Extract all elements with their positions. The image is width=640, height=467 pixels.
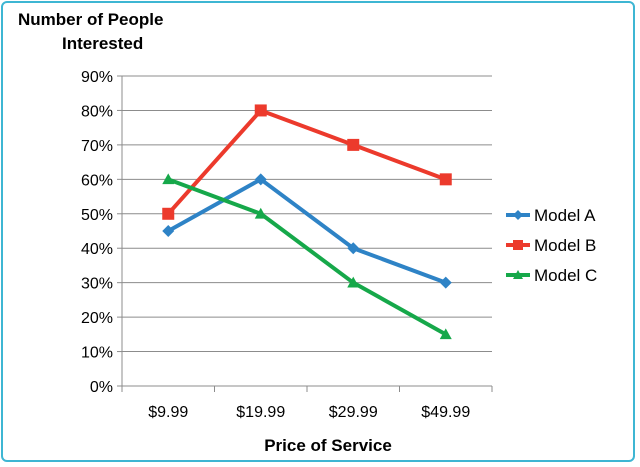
chart-frame [1, 1, 635, 462]
triangle-marker [439, 328, 452, 340]
square-marker [439, 173, 452, 186]
y-axis-ticks: 0% 10% 20% 30% 40% 50% 60% 70% 80% 90% [81, 69, 113, 396]
x-axis-label: Price of Service [264, 436, 392, 455]
square-marker [254, 104, 267, 117]
x-tick-label: $9.99 [148, 404, 188, 421]
legend-item: Model C [506, 266, 597, 285]
series-1 [162, 173, 452, 289]
y-tick-label: 90% [81, 69, 113, 86]
y-tick-label: 10% [81, 345, 113, 362]
x-tick-label: $19.99 [236, 404, 285, 421]
y-tick-label: 40% [81, 241, 113, 258]
square-marker [162, 207, 175, 220]
x-axis-ticks: $9.99 $19.99 $29.99 $49.99 [148, 404, 470, 421]
legend-item: Model A [506, 206, 596, 225]
y-tick-label: 50% [81, 207, 113, 224]
series-group [162, 104, 452, 340]
triangle-marker [347, 276, 360, 288]
gridlines [117, 75, 493, 392]
legend-label: Model B [534, 236, 596, 255]
legend-item: Model B [506, 236, 596, 255]
legend: Model A Model B Model C [506, 206, 597, 285]
x-tick-label: $29.99 [329, 404, 378, 421]
triangle-marker [254, 207, 267, 219]
series-line [167, 177, 447, 337]
diamond-marker [254, 173, 267, 186]
square-marker [513, 240, 523, 250]
chart-title-line-1: Number of People [18, 10, 163, 29]
series-line [167, 177, 447, 285]
legend-label: Model C [534, 266, 597, 285]
y-tick-label: 60% [81, 172, 113, 189]
x-tick-label: $49.99 [421, 404, 470, 421]
square-marker [347, 138, 360, 151]
legend-label: Model A [534, 206, 596, 225]
triangle-marker [162, 173, 175, 185]
y-tick-label: 80% [81, 103, 113, 120]
triangle-marker [513, 270, 523, 279]
chart-title-line-2: Interested [62, 34, 143, 53]
series-2 [162, 104, 452, 220]
diamond-marker [347, 242, 360, 255]
y-tick-label: 20% [81, 310, 113, 327]
diamond-marker [162, 225, 175, 237]
diamond-marker [439, 276, 452, 289]
series-line [166, 108, 447, 216]
y-tick-label: 70% [81, 138, 113, 155]
series-3 [162, 173, 452, 340]
diamond-marker [513, 210, 523, 220]
y-tick-label: 30% [81, 276, 113, 293]
y-tick-label: 0% [90, 379, 113, 396]
